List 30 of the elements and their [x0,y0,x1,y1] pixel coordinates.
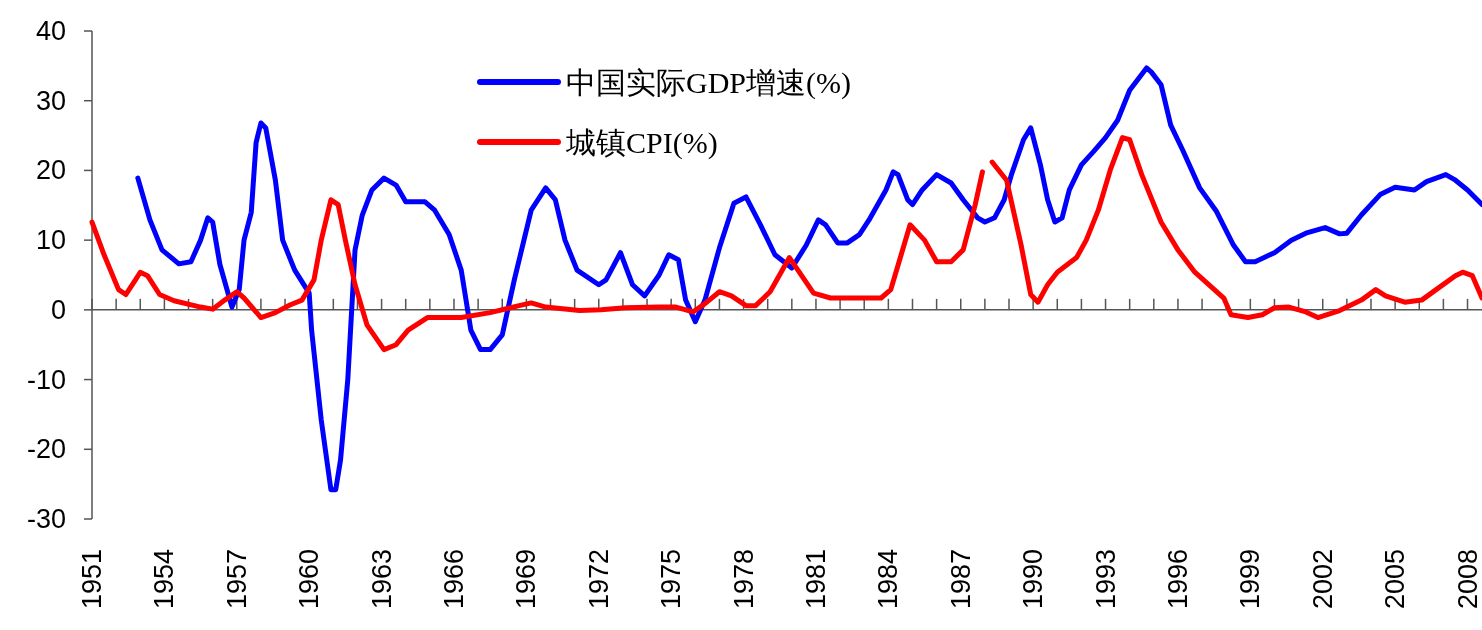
x-tick-label: 2002 [1307,549,1338,610]
legend-label: 城镇CPI(%) [565,125,718,160]
y-tick-label: -20 [26,434,66,465]
x-tick-label: 1969 [511,549,542,610]
x-tick-label: 1993 [1090,549,1121,610]
y-tick-label: 30 [35,85,66,116]
x-tick-label: 1981 [800,549,831,610]
x-tick-label: 1984 [873,549,904,610]
legend-label: 中国实际GDP增速(%) [566,65,851,100]
x-tick-label: 1999 [1235,549,1266,610]
x-tick-label: 1957 [221,549,252,610]
y-tick-label: 20 [35,155,66,186]
x-tick-label: 1987 [945,549,976,610]
y-tick-label: 40 [35,16,66,46]
x-tick-label: 1960 [294,549,325,610]
x-tick-label: 2005 [1380,549,1411,610]
y-tick-label: -30 [26,504,66,534]
x-tick-label: 2008 [1452,549,1482,610]
x-tick-label: 1966 [438,549,469,610]
x-tick-label: 1972 [583,549,614,610]
y-tick-label: 0 [50,294,66,325]
y-tick-label: -10 [26,364,66,395]
x-tick-label: 1990 [1018,549,1049,610]
x-tick-label: 1975 [656,549,687,610]
x-tick-label: 1996 [1162,549,1193,610]
y-tick-label: 10 [35,225,66,256]
x-tick-label: 1954 [149,549,180,610]
x-tick-label: 1963 [366,549,397,610]
x-tick-label: 1951 [77,549,107,610]
x-tick-label: 1978 [728,549,759,610]
